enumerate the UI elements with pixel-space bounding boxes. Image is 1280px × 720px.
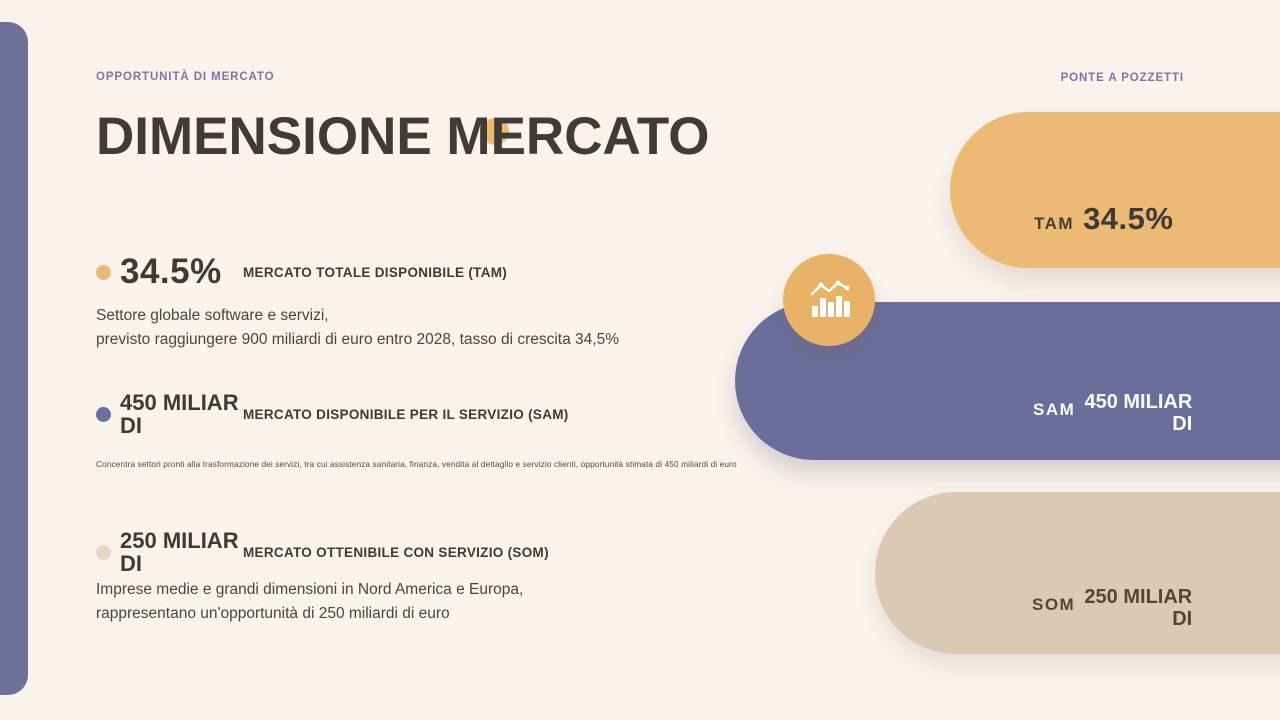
brand-name: PONTE A POZZETTI bbox=[1060, 72, 1184, 84]
bullet-dot-icon bbox=[96, 406, 111, 422]
title-block: DIMENSIONE MERCATO bbox=[96, 106, 709, 167]
stat-row-tam: 34.5% MERCATO TOTALE DISPONIBILE (TAM) bbox=[96, 252, 507, 292]
page-title: DIMENSIONE MERCATO bbox=[96, 107, 710, 166]
stat-value-tam: 34.5% bbox=[120, 252, 222, 291]
som-bar-value: 250 MILIAR DI bbox=[1084, 586, 1193, 630]
stat-description-tam: Settore globale software e servizi, prev… bbox=[96, 307, 619, 348]
stat-value-sam: 450 MILIAR DI bbox=[120, 390, 239, 439]
sam-bar-label: SAM bbox=[1033, 400, 1076, 419]
stat-description-som: Imprese medie e grandi dimensioni in Nor… bbox=[96, 581, 524, 622]
tam-bar-label: TAM bbox=[1034, 214, 1075, 233]
tam-bar: TAM 34.5% bbox=[950, 112, 1280, 268]
bullet-dot-icon bbox=[96, 264, 111, 280]
tam-bar-text: TAM 34.5% bbox=[1034, 201, 1174, 236]
stat-label-sam: MERCATO DISPONIBILE PER IL SERVIZIO (SAM… bbox=[243, 406, 569, 422]
title-accent-dot-icon bbox=[482, 118, 509, 145]
left-accent-bar bbox=[0, 22, 28, 695]
bullet-dot-icon bbox=[96, 544, 111, 560]
stat-row-som: 250 MILIAR DI MERCATO OTTENIBILE CON SER… bbox=[96, 529, 549, 575]
som-bar: SOM 250 MILIAR DI bbox=[875, 492, 1280, 654]
sam-bar-text: SAM 450 MILIAR DI bbox=[1033, 391, 1193, 435]
stat-value-som: 250 MILIAR DI bbox=[120, 528, 239, 577]
som-bar-text: SOM 250 MILIAR DI bbox=[1032, 586, 1193, 630]
tam-bar-value: 34.5% bbox=[1083, 201, 1174, 236]
som-bar-label: SOM bbox=[1032, 595, 1076, 614]
stat-description-sam: Concentra settori pronti alla trasformaz… bbox=[96, 459, 737, 469]
chart-badge bbox=[783, 254, 875, 346]
stat-label-som: MERCATO OTTENIBILE CON SERVIZIO (SOM) bbox=[243, 544, 549, 560]
sam-bar-value: 450 MILIAR DI bbox=[1084, 391, 1193, 435]
stat-row-sam: 450 MILIAR DI MERCATO DISPONIBILE PER IL… bbox=[96, 391, 569, 437]
stat-label-tam: MERCATO TOTALE DISPONIBILE (TAM) bbox=[243, 264, 508, 280]
bar-chart-trend-icon bbox=[810, 280, 850, 317]
section-kicker: OPPORTUNITÀ DI MERCATO bbox=[96, 71, 275, 83]
